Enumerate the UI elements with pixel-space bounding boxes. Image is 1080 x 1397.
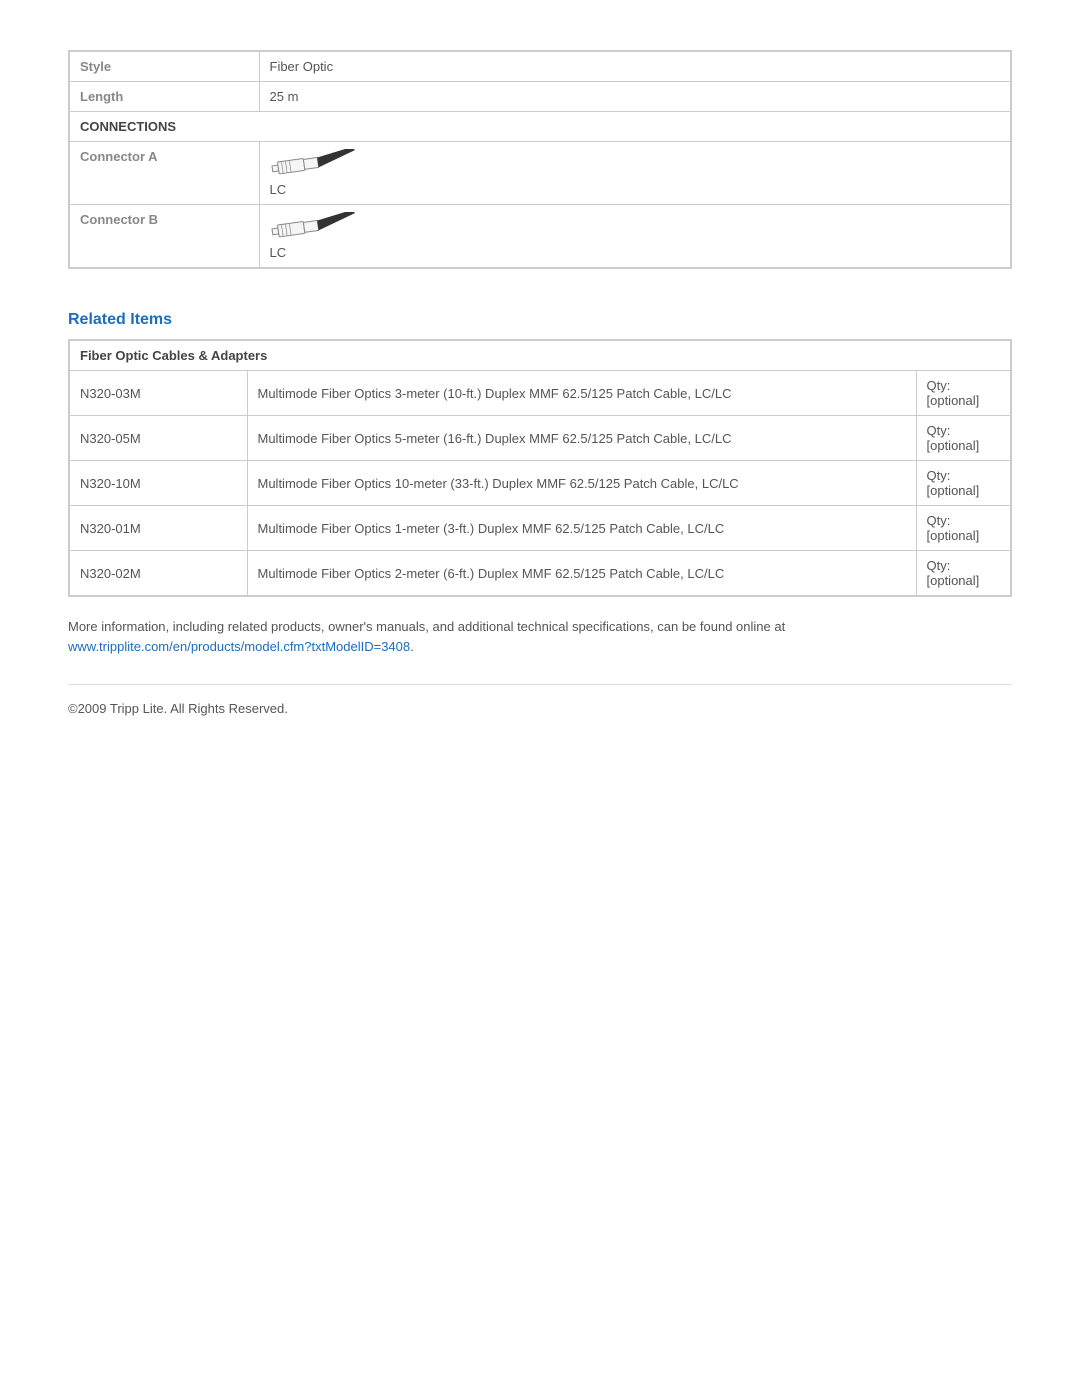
related-sku: N320-03M [69,371,247,416]
spec-label-length: Length [69,82,259,112]
spec-row-connector-a: Connector A LC [69,142,1011,205]
footer-divider [68,684,1012,685]
related-row: N320-01MMultimode Fiber Optics 1-meter (… [69,506,1011,551]
spec-value-style: Fiber Optic [259,51,1011,82]
related-sku: N320-10M [69,461,247,506]
related-row: N320-10MMultimode Fiber Optics 10-meter … [69,461,1011,506]
related-desc: Multimode Fiber Optics 3-meter (10-ft.) … [247,371,916,416]
lc-connector-icon [270,212,1001,243]
more-info-link[interactable]: www.tripplite.com/en/products/model.cfm?… [68,639,410,654]
related-items-heading: Related Items [68,311,1012,329]
more-info-paragraph: More information, including related prod… [68,617,1012,656]
lc-connector-icon [270,149,1001,180]
related-group-header: Fiber Optic Cables & Adapters [69,340,1011,371]
related-items-table: Fiber Optic Cables & Adapters N320-03MMu… [68,339,1012,597]
related-sku: N320-01M [69,506,247,551]
spec-value-connector-a: LC [259,142,1011,205]
related-sku: N320-05M [69,416,247,461]
connector-b-text: LC [270,245,287,260]
related-desc: Multimode Fiber Optics 5-meter (16-ft.) … [247,416,916,461]
spec-label-connector-a: Connector A [69,142,259,205]
related-qty: Qty: [optional] [916,416,1011,461]
spec-connections-header: CONNECTIONS [69,112,1011,142]
spec-label-connector-b: Connector B [69,205,259,269]
spec-row-style: Style Fiber Optic [69,51,1011,82]
more-info-suffix: . [410,639,414,654]
spec-value-length: 25 m [259,82,1011,112]
related-sku: N320-02M [69,551,247,597]
related-qty: Qty: [optional] [916,371,1011,416]
spec-row-connector-b: Connector B LC [69,205,1011,269]
spec-row-length: Length 25 m [69,82,1011,112]
related-row: N320-05MMultimode Fiber Optics 5-meter (… [69,416,1011,461]
more-info-text: More information, including related prod… [68,619,785,634]
spec-section-connections: CONNECTIONS [69,112,1011,142]
related-desc: Multimode Fiber Optics 1-meter (3-ft.) D… [247,506,916,551]
related-row: N320-02MMultimode Fiber Optics 2-meter (… [69,551,1011,597]
related-desc: Multimode Fiber Optics 2-meter (6-ft.) D… [247,551,916,597]
spec-label-style: Style [69,51,259,82]
related-group-header-row: Fiber Optic Cables & Adapters [69,340,1011,371]
connector-a-text: LC [270,182,287,197]
related-qty: Qty: [optional] [916,551,1011,597]
spec-table: Style Fiber Optic Length 25 m CONNECTION… [68,50,1012,269]
related-desc: Multimode Fiber Optics 10-meter (33-ft.)… [247,461,916,506]
spec-value-connector-b: LC [259,205,1011,269]
related-row: N320-03MMultimode Fiber Optics 3-meter (… [69,371,1011,416]
related-qty: Qty: [optional] [916,506,1011,551]
related-qty: Qty: [optional] [916,461,1011,506]
copyright-text: ©2009 Tripp Lite. All Rights Reserved. [68,701,1012,716]
